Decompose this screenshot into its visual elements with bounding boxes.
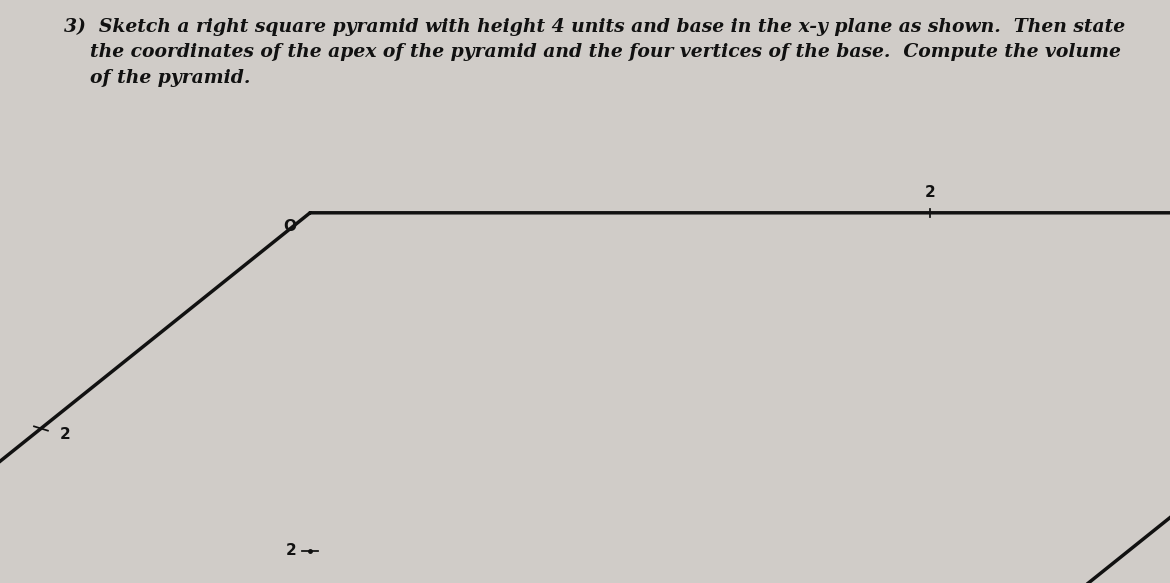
Text: 2: 2: [285, 543, 296, 559]
Text: 2: 2: [60, 427, 70, 441]
Text: O: O: [283, 219, 296, 234]
Text: 2: 2: [924, 185, 936, 200]
Text: 3)  Sketch a right square pyramid with height 4 units and base in the x-y plane : 3) Sketch a right square pyramid with he…: [64, 17, 1126, 87]
